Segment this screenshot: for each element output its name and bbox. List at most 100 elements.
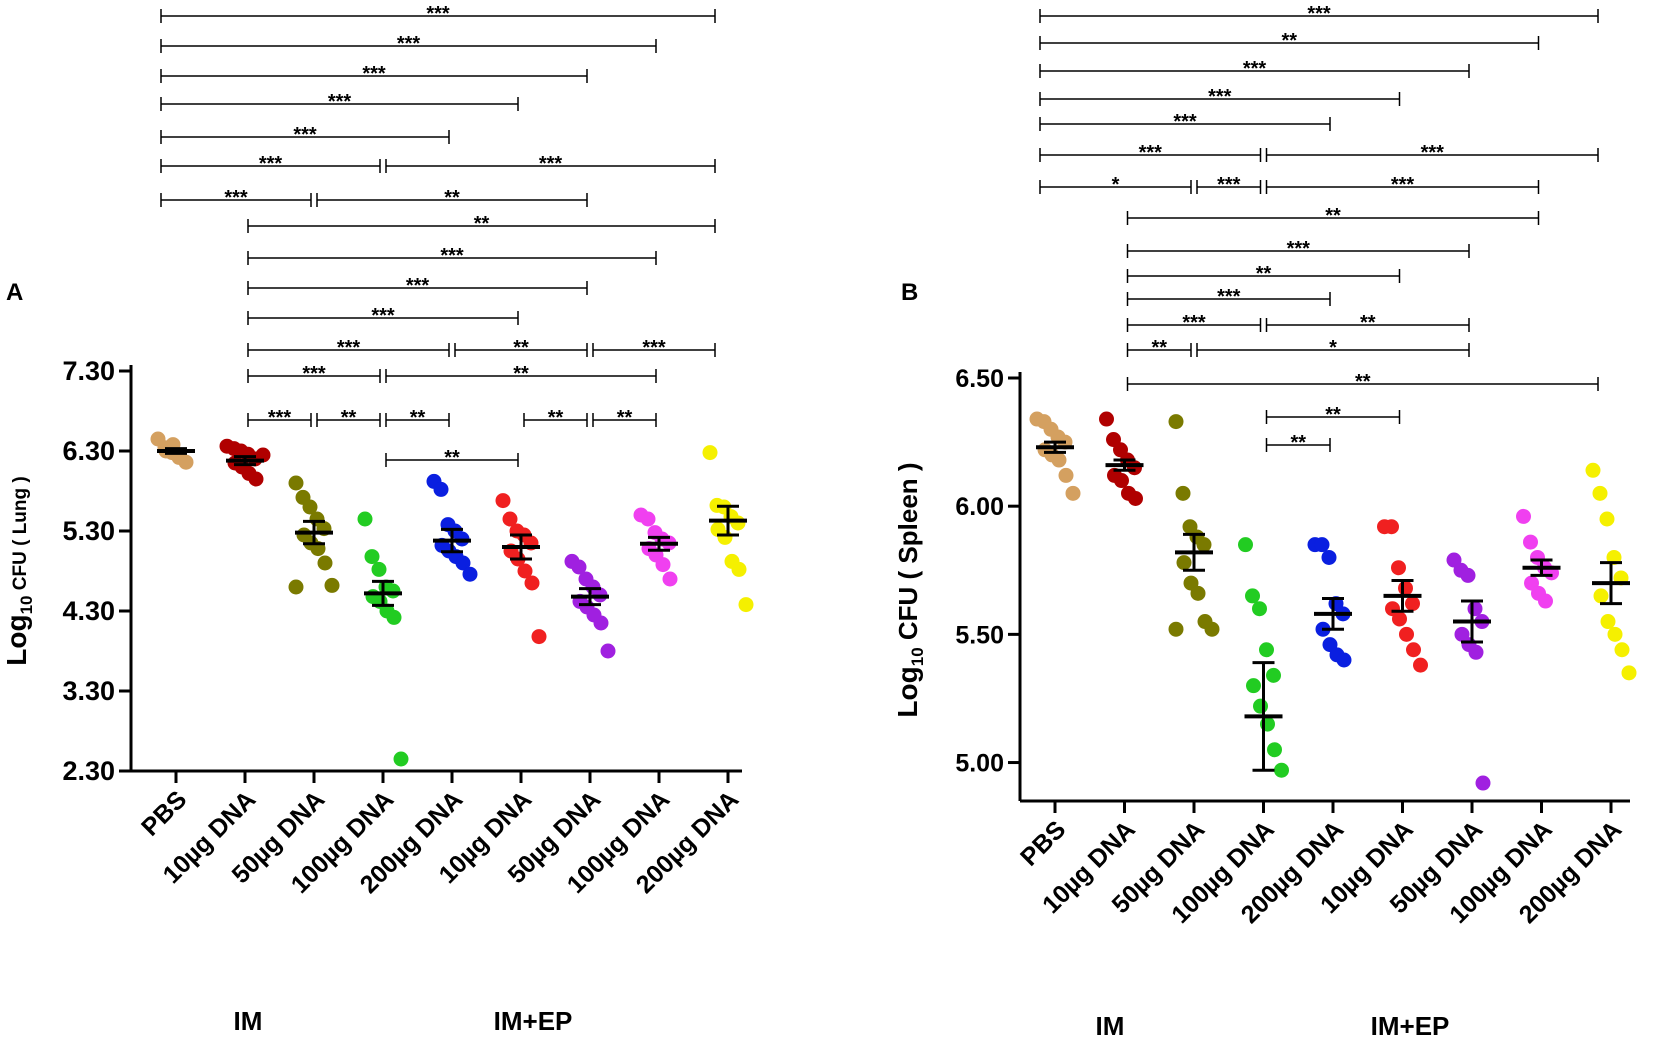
data-point (1467, 601, 1483, 617)
y-axis-label-rest: CFU ( Lung ) (10, 476, 31, 595)
data-point (1336, 652, 1352, 668)
data-point (1168, 621, 1184, 637)
data-point (731, 561, 747, 577)
significance-label: *** (426, 3, 450, 25)
data-point (1614, 642, 1630, 658)
data-point (1267, 742, 1282, 758)
data-point (248, 471, 264, 487)
y-axis-label-rest: CFU ( Spleen ) (893, 462, 923, 647)
y-tick-label: 5.00 (955, 750, 1004, 778)
y-axis-label-main: Log (1, 614, 32, 665)
data-point (1398, 580, 1413, 596)
data-point (1051, 452, 1067, 468)
data-point (1238, 537, 1253, 553)
group-label: IM (1096, 1011, 1125, 1040)
data-point (1593, 588, 1609, 604)
data-point (1391, 560, 1406, 576)
y-tick-label: 2.30 (62, 756, 115, 786)
significance-label: *** (1391, 174, 1415, 196)
significance-label: *** (1173, 111, 1197, 133)
significance-label: ** (617, 407, 633, 429)
significance-label: ** (1281, 30, 1297, 52)
significance-label: ** (474, 213, 490, 235)
significance-label: *** (371, 305, 395, 327)
data-point (655, 557, 671, 573)
group-label: IM (234, 1006, 263, 1036)
y-axis-label-subscript: 10 (17, 596, 36, 615)
data-point (1599, 511, 1615, 527)
significance-label: *** (259, 153, 283, 175)
data-point (1523, 534, 1538, 550)
significance-label: ** (444, 187, 460, 209)
significance-label: * (1112, 174, 1120, 196)
significance-label: *** (642, 337, 666, 359)
data-point (1065, 485, 1081, 501)
data-point (1321, 549, 1337, 565)
data-point (1413, 657, 1428, 673)
data-point (730, 515, 746, 531)
data-point (1196, 537, 1212, 553)
significance-label: ** (341, 407, 357, 429)
panel-a: A 7.30 6.30 5.30 4.30 3.30 2.30 Log10 CFU ( Lun… (1, 3, 754, 1036)
data-point (385, 583, 401, 599)
x-tick-label: PBS (1015, 815, 1071, 871)
significance-label: ** (513, 337, 529, 359)
data-point (1190, 585, 1206, 601)
panel-letter: A (6, 279, 23, 306)
significance-label: ** (410, 407, 426, 429)
data-point (1538, 593, 1553, 609)
significance-label: ** (1290, 432, 1306, 454)
y-tick-label: 6.00 (955, 493, 1004, 521)
significance-label: *** (397, 33, 421, 55)
data-point (1314, 537, 1330, 553)
group-label: IM+EP (494, 1006, 573, 1036)
data-point (1176, 555, 1192, 571)
x-tick-label: PBS (136, 785, 192, 841)
data-point (1168, 414, 1184, 430)
data-point (288, 475, 304, 491)
data-point (571, 559, 587, 575)
data-point (1204, 621, 1220, 637)
data-point (1516, 508, 1531, 524)
significance-label: ** (548, 407, 564, 429)
data-point (1058, 467, 1074, 483)
data-point (1384, 519, 1399, 535)
data-point (288, 579, 304, 595)
data-point (1266, 667, 1281, 683)
group-label: IM+EP (1371, 1011, 1450, 1040)
data-point (1259, 642, 1274, 658)
significance-label: *** (1307, 3, 1331, 25)
y-tick-label: 5.30 (62, 516, 115, 546)
y-axis-label: Log10 CFU ( Lung ) (1, 476, 36, 665)
data-point (324, 577, 340, 593)
data-point (1245, 588, 1260, 604)
data-point (1468, 644, 1484, 660)
significance-label: *** (406, 275, 430, 297)
significance-label: ** (1325, 404, 1341, 426)
data-point (1600, 614, 1616, 630)
data-point (1607, 626, 1623, 642)
data-point (1127, 460, 1142, 476)
data-point (1175, 485, 1191, 501)
data-point (1405, 596, 1420, 612)
data-point (357, 511, 373, 527)
data-point (495, 493, 511, 509)
y-axis-label: Log10 CFU ( Spleen ) (892, 462, 927, 717)
significance-label: *** (1217, 174, 1241, 196)
data-point (1592, 485, 1608, 501)
data-point (1406, 642, 1421, 658)
y-axis-label-subscript: 10 (908, 647, 927, 666)
significance-label: *** (362, 63, 386, 85)
significance-label: ** (1256, 263, 1272, 285)
data-point (640, 511, 656, 527)
data-point (517, 563, 533, 579)
data-point (1621, 665, 1637, 681)
data-point (1253, 698, 1268, 714)
significance-label: ** (1355, 371, 1371, 393)
significance-label: *** (293, 124, 317, 146)
significance-label: ** (1151, 337, 1167, 359)
significance-label: ** (444, 447, 460, 469)
significance-label: *** (268, 407, 292, 429)
data-point (386, 609, 402, 625)
